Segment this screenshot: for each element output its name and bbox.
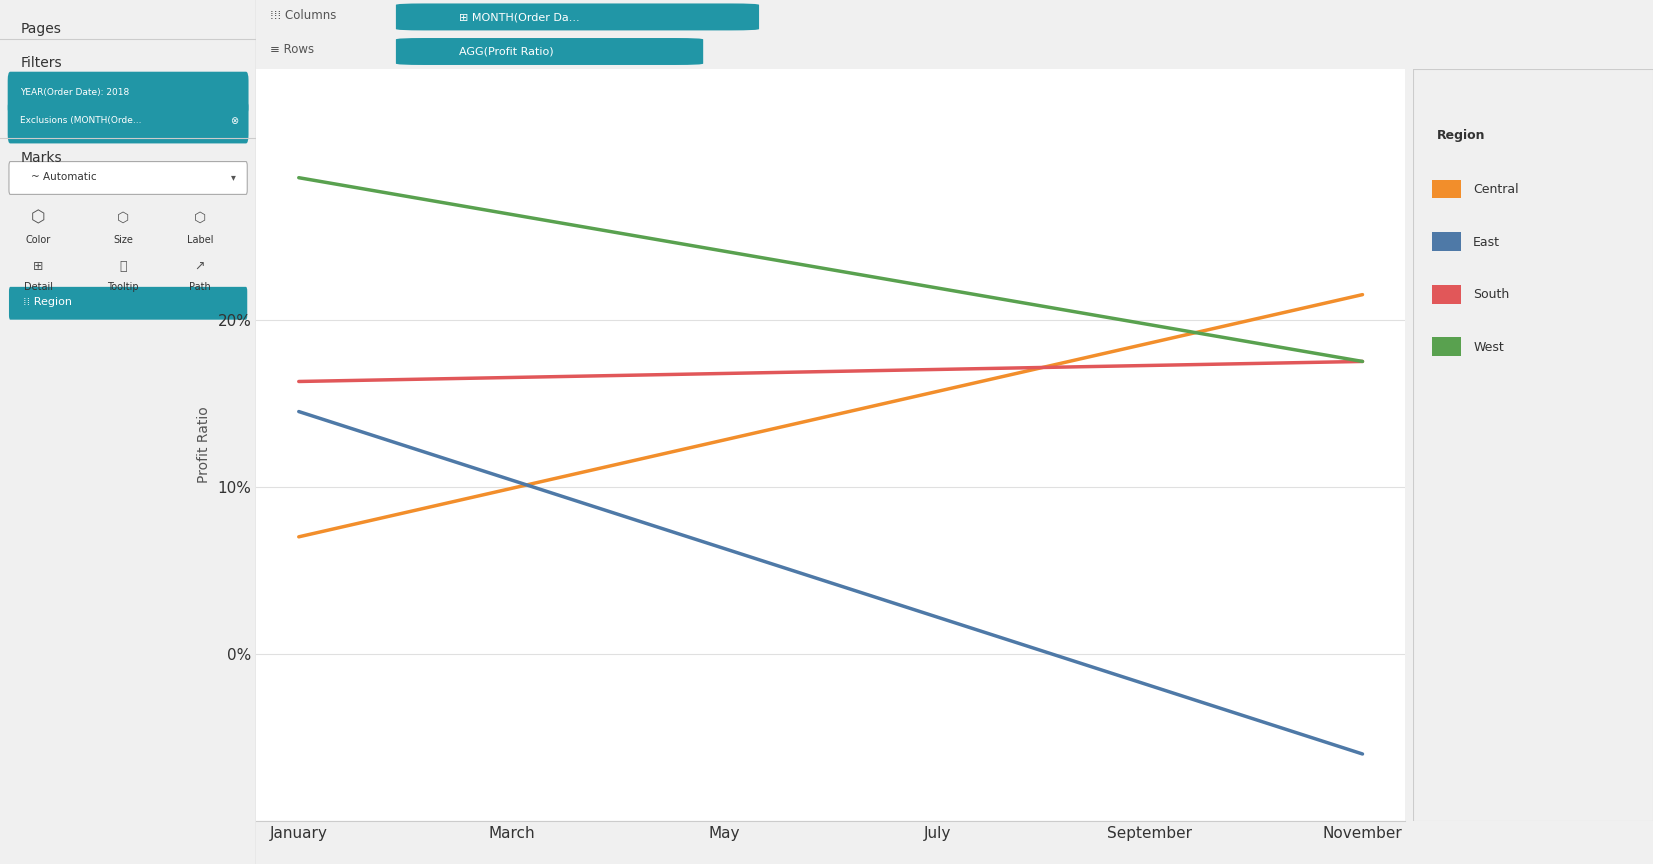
Text: YEAR(Order Date): 2018: YEAR(Order Date): 2018 — [20, 88, 129, 97]
FancyBboxPatch shape — [397, 3, 759, 30]
Text: South: South — [1473, 288, 1509, 302]
Text: 💬: 💬 — [119, 259, 127, 273]
Text: Pages: Pages — [20, 22, 61, 35]
Text: Filters: Filters — [20, 56, 63, 70]
Text: ↗: ↗ — [195, 259, 205, 273]
Text: ⬡: ⬡ — [117, 211, 129, 225]
Text: Marks: Marks — [20, 151, 63, 165]
Text: Path: Path — [188, 282, 210, 292]
Text: Exclusions (MONTH(Orde...: Exclusions (MONTH(Orde... — [20, 117, 142, 125]
FancyBboxPatch shape — [8, 162, 248, 194]
Bar — [1433, 338, 1461, 356]
FancyBboxPatch shape — [8, 72, 248, 115]
Text: ≡ Rows: ≡ Rows — [269, 43, 314, 56]
Bar — [1433, 285, 1461, 303]
Text: ⁞⁞ Region: ⁞⁞ Region — [23, 297, 73, 308]
Text: Detail: Detail — [23, 282, 53, 292]
Text: ~ Automatic: ~ Automatic — [31, 172, 96, 182]
FancyBboxPatch shape — [397, 38, 703, 65]
Bar — [1433, 180, 1461, 199]
Y-axis label: Profit Ratio: Profit Ratio — [197, 407, 210, 483]
Text: East: East — [1473, 236, 1501, 249]
Text: ⊞: ⊞ — [33, 259, 43, 273]
Text: Tooltip: Tooltip — [107, 282, 139, 292]
Text: ⊞ MONTH(Order Da...: ⊞ MONTH(Order Da... — [460, 12, 579, 22]
Text: West: West — [1473, 340, 1504, 353]
Text: Size: Size — [112, 235, 132, 245]
Text: ▾: ▾ — [231, 172, 236, 182]
Text: ⊗: ⊗ — [230, 116, 238, 126]
Text: Color: Color — [26, 235, 51, 245]
Text: Label: Label — [187, 235, 213, 245]
Text: ⁞⁞⁞ Columns: ⁞⁞⁞ Columns — [269, 9, 337, 22]
FancyBboxPatch shape — [8, 100, 248, 143]
FancyBboxPatch shape — [8, 287, 248, 320]
Text: ⬡: ⬡ — [31, 209, 46, 226]
Text: ⬡: ⬡ — [193, 211, 207, 225]
Text: Central: Central — [1473, 183, 1519, 196]
Bar — [1433, 232, 1461, 251]
Text: Region: Region — [1438, 130, 1486, 143]
Text: AGG(Profit Ratio): AGG(Profit Ratio) — [460, 47, 554, 57]
